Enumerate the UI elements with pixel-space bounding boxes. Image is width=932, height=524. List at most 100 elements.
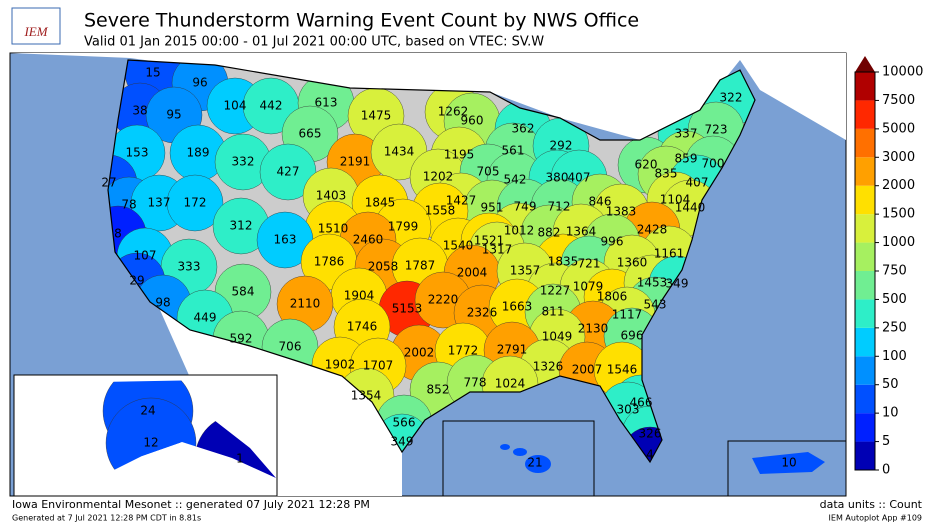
office-count: 1453: [637, 276, 668, 290]
office-count: 362: [512, 122, 535, 136]
office-count: 951: [481, 201, 504, 215]
colorbar-bin: [855, 214, 875, 243]
office-count: 1904: [344, 289, 375, 303]
office-count: 835: [655, 167, 678, 181]
office-count: 1663: [502, 300, 533, 314]
colorbar-extend: [855, 56, 875, 72]
colorbar-tick-label: 500: [882, 292, 907, 307]
office-count: 705: [477, 165, 500, 179]
office-count: 2191: [340, 155, 371, 169]
office-count: 172: [184, 196, 207, 210]
office-count: 749: [514, 200, 537, 214]
colorbar-tick-label: 5000: [882, 121, 915, 136]
office-count: 700: [702, 157, 725, 171]
office-count: 337: [675, 127, 698, 141]
office-count: 665: [299, 127, 322, 141]
office-count: 2058: [368, 260, 399, 274]
colorbar-tick-label: 10000: [882, 65, 923, 80]
office-count: 189: [187, 146, 210, 160]
colorbar-tick-label: 2000: [882, 178, 915, 193]
subtitle: Valid 01 Jan 2015 00:00 - 01 Jul 2021 00…: [84, 35, 544, 50]
office-count: 1357: [510, 264, 541, 278]
us-regions: [108, 60, 755, 462]
office-count: 1354: [351, 389, 382, 403]
office-count: 1772: [448, 344, 479, 358]
office-count: 163: [274, 233, 297, 247]
logo: IEM: [23, 24, 48, 39]
colorbar-bin: [855, 157, 875, 186]
office-count: 811: [542, 305, 565, 319]
office-count: 1360: [617, 256, 648, 270]
office-count: 137: [148, 196, 171, 210]
colorbar-tick-label: 10: [882, 406, 899, 421]
office-count: 5153: [392, 302, 423, 316]
canada: [10, 53, 846, 140]
office-count: 322: [720, 91, 743, 105]
colorbar-bin: [855, 413, 875, 442]
footer-left: Iowa Environmental Mesonet :: generated …: [12, 498, 370, 511]
office-count: 1326: [533, 360, 564, 374]
colorbar-bin: [855, 185, 875, 215]
office-count: 95: [166, 108, 181, 122]
office-count: 78: [121, 198, 136, 212]
office-count: 333: [178, 260, 201, 274]
office-count: 1317: [482, 243, 513, 257]
office-count: 1558: [425, 204, 456, 218]
office-count: 449: [194, 311, 217, 325]
office-count: 104: [224, 99, 247, 113]
office-count: 846: [589, 195, 612, 209]
colorbar-tick-label: 1000: [882, 235, 915, 250]
office-count: 349: [666, 277, 689, 291]
office-count: 1786: [314, 255, 345, 269]
office-count: 1: [236, 452, 244, 466]
office-count: 29: [129, 274, 144, 288]
colorbar-bin: [855, 128, 875, 158]
footer-left-small: Generated at 7 Jul 2021 12:28 PM CDT in …: [12, 514, 201, 523]
office-count: 38: [132, 104, 147, 118]
colorbar-tick-label: 50: [882, 377, 899, 392]
office-count: 542: [504, 173, 527, 187]
colorbar-bin: [855, 242, 875, 271]
office-count: 27: [101, 176, 116, 190]
office-count: 996: [601, 235, 624, 249]
office-count: 1510: [318, 222, 349, 236]
office-count: 1521: [474, 234, 505, 248]
colorbar-bin: [855, 356, 875, 385]
office-count: 1012: [504, 224, 535, 238]
office-count: 1117: [612, 308, 643, 322]
office-count: 2460: [353, 233, 384, 247]
colorbar-tick-label: 0: [882, 463, 890, 478]
office-count: 1227: [540, 284, 571, 298]
colorbar-bin: [855, 327, 875, 357]
office-count: 303: [617, 403, 640, 417]
colorbar-tick-label: 100: [882, 349, 907, 364]
office-count: 2791: [497, 343, 528, 357]
colorbar-tick-label: 250: [882, 320, 907, 335]
office-count: 1546: [607, 363, 638, 377]
office-count: 2326: [467, 306, 498, 320]
office-count: 1440: [675, 201, 706, 215]
office-count: 778: [464, 376, 487, 390]
office-count: 10: [781, 456, 796, 470]
office-count: 332: [232, 155, 255, 169]
footer-right-small: IEM Autoplot App #109: [829, 514, 922, 523]
office-count: 427: [277, 165, 300, 179]
office-count: 1427: [446, 194, 477, 208]
footer-right: data units :: Count: [820, 498, 923, 511]
logo-box: [11, 7, 61, 45]
office-count: 1403: [316, 189, 347, 203]
colorbar-bin: [855, 271, 875, 300]
office-count: 1104: [660, 193, 691, 207]
office-count: 1079: [573, 280, 604, 294]
office-count: 107: [134, 249, 157, 263]
colorbar-tick-label: 1500: [882, 207, 915, 222]
office-count: 292: [550, 139, 573, 153]
office-count: 566: [393, 416, 416, 430]
office-count: 326: [639, 427, 662, 441]
office-count: 407: [686, 176, 709, 190]
office-count: 1475: [361, 109, 392, 123]
office-count: 960: [461, 114, 484, 128]
office-count: 1434: [384, 145, 415, 159]
office-count: 721: [578, 257, 601, 271]
